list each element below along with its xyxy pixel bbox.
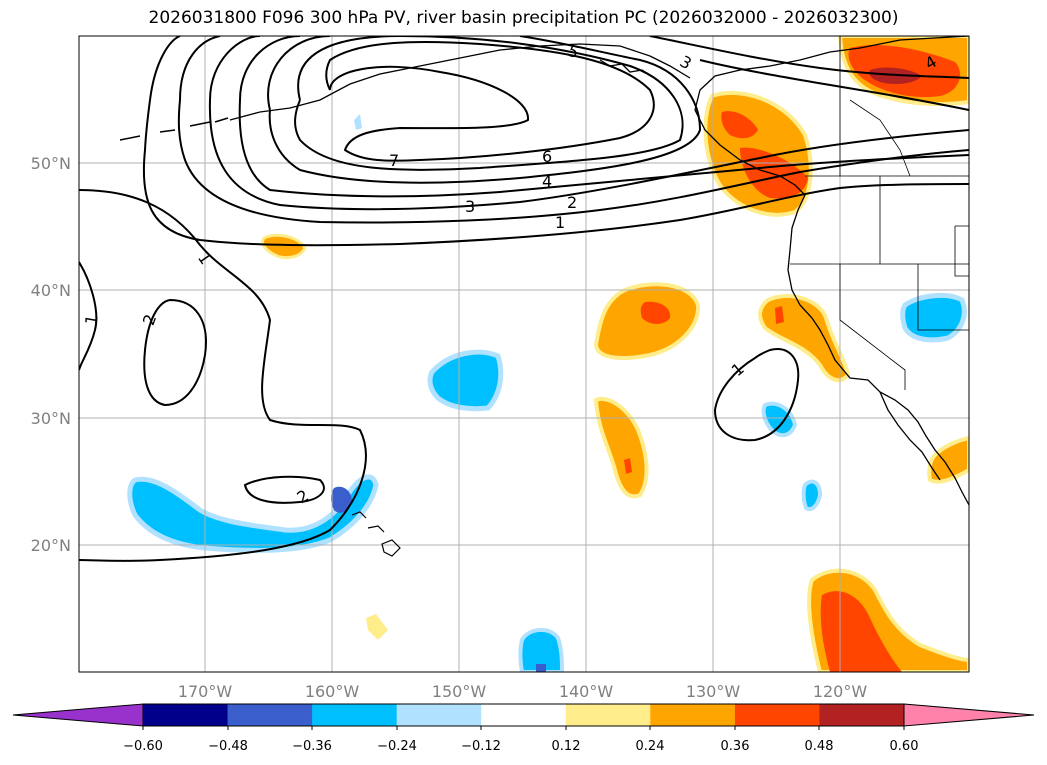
lon-label: 160°W xyxy=(305,682,360,701)
colorbar-tick: 0.48 xyxy=(805,739,834,754)
latitude-labels: 50°N 40°N 30°N 20°N xyxy=(31,154,71,555)
pv-contour-2-hawaii xyxy=(243,475,325,504)
precip-pos-baja xyxy=(927,435,969,484)
alaska-coast xyxy=(229,43,691,121)
colorbar-tick: −0.24 xyxy=(377,739,417,754)
precip-neg-hawaii-west xyxy=(127,474,379,553)
colorbar-extend-low xyxy=(12,703,144,727)
colorbar-segment xyxy=(143,704,229,726)
precip-neg-great-basin xyxy=(900,292,967,343)
colorbar-segment xyxy=(565,704,651,726)
lon-label: 120°W xyxy=(813,682,868,701)
lat-label: 40°N xyxy=(31,281,71,300)
aleutian-islands xyxy=(119,117,229,141)
precip-neg-tropics-south xyxy=(518,628,564,672)
precip-positive-anomalies xyxy=(261,36,969,672)
lat-label: 50°N xyxy=(31,154,71,173)
pv-contours xyxy=(79,36,969,562)
colorbar-tick: −0.60 xyxy=(123,739,163,754)
pv-contour-1-east xyxy=(713,348,800,442)
colorbar-segment xyxy=(650,704,736,726)
colorbar-segment xyxy=(481,704,567,726)
colorbar-segment xyxy=(396,704,482,726)
svg-text:1: 1 xyxy=(555,213,565,232)
colorbar-tick: −0.48 xyxy=(208,739,248,754)
pv-contour-5 xyxy=(267,36,702,184)
coastlines xyxy=(119,36,969,506)
colorbar: −0.60 −0.48 −0.36 −0.24 −0.12 0.12 0.24 … xyxy=(12,703,1035,754)
pv-contour-3 xyxy=(208,36,969,211)
svg-text:1: 1 xyxy=(81,313,101,326)
colorbar-segment xyxy=(312,704,398,726)
svg-text:2: 2 xyxy=(567,193,577,212)
pv-contour-1-west xyxy=(79,189,367,562)
colorbar-tick: 0.12 xyxy=(552,739,581,754)
colorbar-segment xyxy=(734,704,820,726)
map-title: 2026031800 F096 300 hPa PV, river basin … xyxy=(148,8,899,28)
colorbar-tick: 0.36 xyxy=(721,739,750,754)
precip-neg-east-pacific xyxy=(761,401,798,438)
north-america-coast xyxy=(694,36,969,506)
pv-contour-2-west xyxy=(143,298,207,407)
svg-text:3: 3 xyxy=(465,197,475,216)
colorbar-segment xyxy=(819,704,905,726)
precip-pos-central-pacific-band xyxy=(593,396,649,499)
pv-contour-1-edge xyxy=(79,261,98,371)
lon-label: 170°W xyxy=(178,682,233,701)
lat-label: 20°N xyxy=(31,536,71,555)
colorbar-segment xyxy=(227,704,313,726)
lon-label: 150°W xyxy=(432,682,487,701)
precip-neg-central-north-pacific xyxy=(427,349,504,412)
longitude-labels: 170°W 160°W 150°W 140°W 130°W 120°W xyxy=(178,682,868,701)
map-frame xyxy=(78,35,970,673)
colorbar-tick: −0.12 xyxy=(461,739,501,754)
political-borders xyxy=(790,36,969,390)
hawaii-islands xyxy=(351,511,401,557)
svg-text:6: 6 xyxy=(542,147,552,166)
graticule xyxy=(79,36,969,672)
colorbar-tick: −0.36 xyxy=(292,739,332,754)
colorbar-tick: 0.60 xyxy=(890,739,919,754)
colorbar-segments xyxy=(143,704,905,726)
baja-peninsula xyxy=(879,391,941,481)
pv-contour-1-north xyxy=(142,36,969,247)
svg-text:7: 7 xyxy=(389,151,399,170)
colorbar-extend-high xyxy=(903,703,1035,727)
pv-contour-7 xyxy=(325,40,655,162)
lon-label: 130°W xyxy=(686,682,741,701)
colorbar-tick: 0.24 xyxy=(636,739,665,754)
lat-label: 30°N xyxy=(31,409,71,428)
lon-label: 140°W xyxy=(559,682,614,701)
pv-contour-2-north xyxy=(177,36,969,224)
pv-contour-4 xyxy=(238,36,969,198)
svg-text:4: 4 xyxy=(542,172,552,191)
